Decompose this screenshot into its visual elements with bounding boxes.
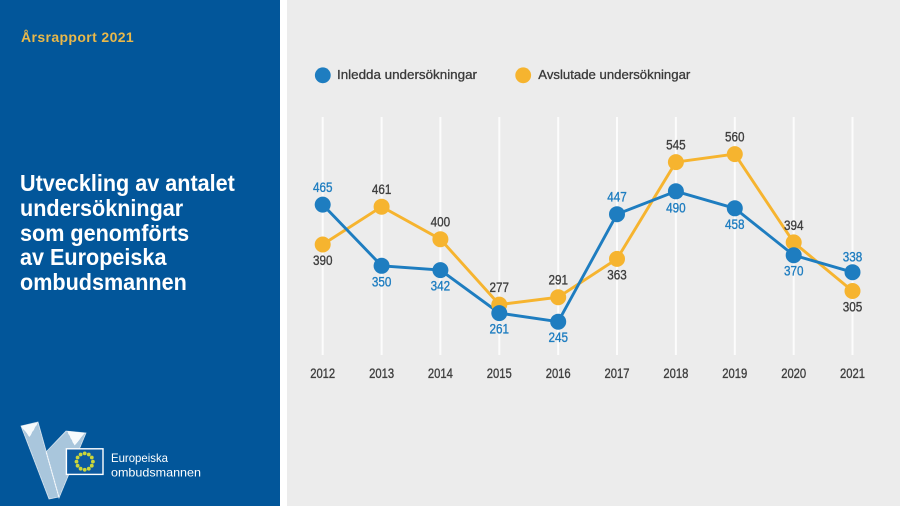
svg-text:447: 447 xyxy=(607,189,627,205)
svg-text:400: 400 xyxy=(431,214,451,230)
svg-text:Europeiska: Europeiska xyxy=(111,451,168,465)
svg-text:390: 390 xyxy=(313,252,333,268)
svg-text:545: 545 xyxy=(666,137,686,153)
svg-text:350: 350 xyxy=(372,273,392,289)
svg-text:245: 245 xyxy=(548,329,568,345)
svg-text:2018: 2018 xyxy=(663,365,688,381)
svg-text:490: 490 xyxy=(666,200,686,216)
svg-text:Avslutade undersökningar: Avslutade undersökningar xyxy=(538,67,691,82)
svg-text:560: 560 xyxy=(725,129,745,145)
svg-text:261: 261 xyxy=(490,321,510,337)
svg-text:458: 458 xyxy=(725,216,745,232)
svg-text:305: 305 xyxy=(843,299,863,315)
svg-text:277: 277 xyxy=(490,279,510,295)
svg-text:2012: 2012 xyxy=(310,365,335,381)
svg-text:2021: 2021 xyxy=(840,365,865,381)
svg-text:2020: 2020 xyxy=(781,365,806,381)
svg-text:Inledda undersökningar: Inledda undersökningar xyxy=(337,67,478,82)
svg-text:465: 465 xyxy=(313,179,333,195)
svg-text:342: 342 xyxy=(431,278,451,294)
svg-text:2014: 2014 xyxy=(428,365,453,381)
svg-text:394: 394 xyxy=(784,217,804,233)
svg-text:2013: 2013 xyxy=(369,365,394,381)
svg-text:2016: 2016 xyxy=(546,365,571,381)
svg-text:363: 363 xyxy=(607,266,627,282)
svg-text:461: 461 xyxy=(372,181,392,197)
svg-text:370: 370 xyxy=(784,263,804,279)
svg-text:338: 338 xyxy=(843,249,863,265)
svg-text:ombudsmannen: ombudsmannen xyxy=(111,465,201,479)
svg-text:2019: 2019 xyxy=(722,365,747,381)
svg-text:2015: 2015 xyxy=(487,365,512,381)
svg-text:291: 291 xyxy=(548,272,568,288)
svg-text:2017: 2017 xyxy=(605,365,630,381)
